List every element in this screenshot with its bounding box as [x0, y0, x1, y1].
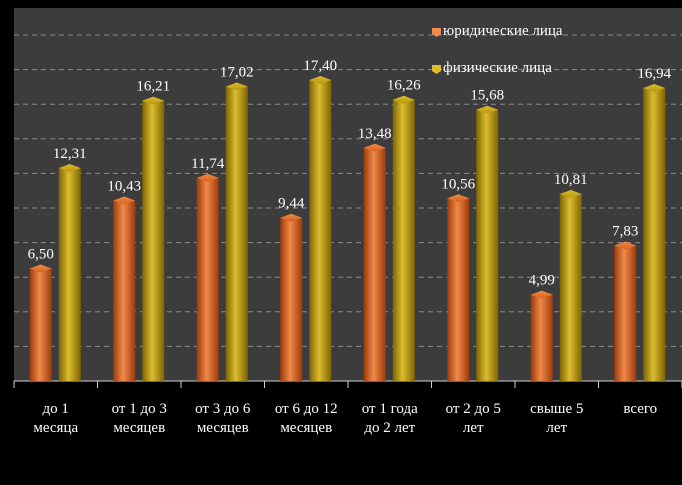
- bar-legal-7: [614, 241, 637, 381]
- legend-swatch: [432, 28, 441, 37]
- bar-individual-1: [142, 96, 165, 381]
- data-label: 11,74: [191, 156, 225, 172]
- data-label: 13,48: [358, 126, 392, 142]
- bar-legal-6: [530, 290, 553, 381]
- x-tick-label: от 6 до 12 месяцев: [275, 401, 338, 436]
- bar-legal-2: [196, 173, 219, 381]
- bar-individual-4: [392, 95, 415, 382]
- x-tick-label: от 1 года до 2 лет: [362, 401, 418, 436]
- data-label: 10,81: [554, 172, 588, 188]
- data-label: 4,99: [529, 273, 555, 289]
- x-tick-label: до 1 месяца: [33, 401, 78, 436]
- data-label: 10,56: [441, 176, 475, 192]
- x-tick-label: от 1 до 3 месяцев: [112, 401, 167, 436]
- data-label: 17,40: [303, 58, 337, 74]
- legend-label: физические лица: [443, 60, 552, 76]
- x-tick-label: свыше 5 лет: [530, 401, 583, 436]
- data-label: 9,44: [278, 196, 305, 212]
- bar-individual-6: [559, 189, 582, 381]
- bar-legal-1: [113, 196, 136, 381]
- legend-item-individual: физические лица: [432, 60, 552, 76]
- data-label: 16,26: [387, 78, 421, 94]
- data-label: 16,21: [136, 79, 170, 95]
- legend-swatch: [432, 65, 441, 74]
- legend-item-legal: юридические лица: [432, 23, 563, 39]
- bar-legal-4: [363, 143, 386, 381]
- bar-individual-3: [309, 75, 332, 381]
- data-label: 10,43: [107, 179, 141, 195]
- bar-legal-5: [447, 194, 470, 381]
- x-tick-label: от 3 до 6 месяцев: [195, 401, 251, 436]
- data-label: 12,31: [53, 146, 87, 162]
- data-label: 16,94: [637, 66, 671, 82]
- data-label: 17,02: [220, 65, 254, 81]
- bar-individual-7: [643, 83, 666, 382]
- bar-legal-0: [29, 264, 52, 381]
- x-tick-label: от 2 до 5 лет: [446, 401, 501, 436]
- bar-individual-0: [58, 164, 81, 381]
- legend-label: юридические лица: [443, 23, 563, 39]
- bar-legal-3: [280, 213, 303, 381]
- data-label: 6,50: [28, 247, 54, 263]
- data-label: 7,83: [612, 224, 638, 240]
- bar-individual-2: [225, 82, 248, 381]
- data-label: 15,68: [470, 88, 504, 104]
- x-tick-label: всего: [623, 401, 657, 417]
- bar-individual-5: [476, 105, 499, 382]
